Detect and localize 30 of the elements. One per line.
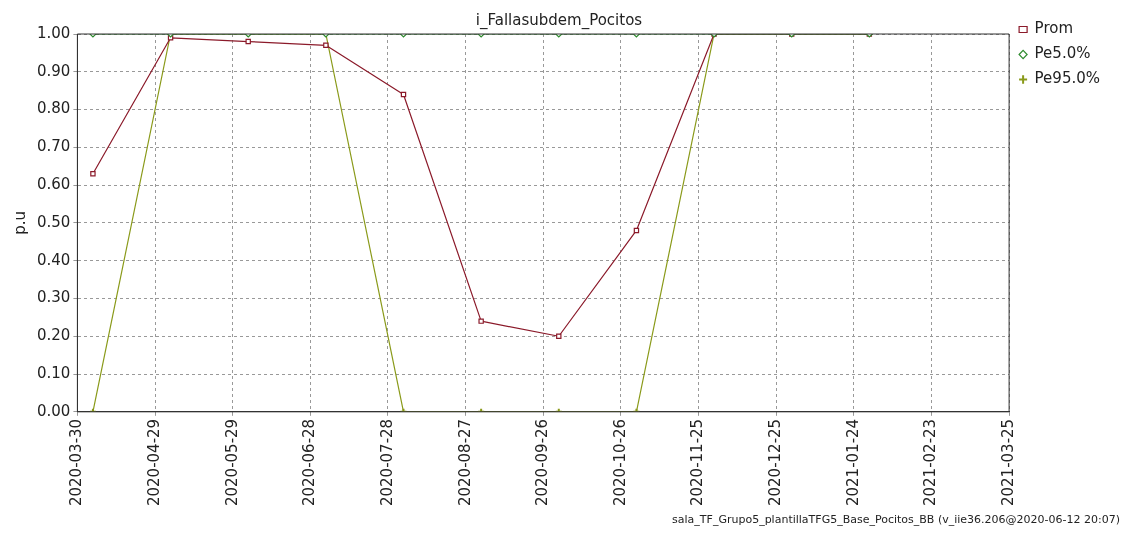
legend-label: Pe5.0%: [1034, 44, 1091, 63]
x-tick-label: 2021-01-24: [843, 418, 862, 507]
y-tick-label: 0.00: [36, 401, 71, 420]
y-tick-label: 0.70: [36, 137, 71, 156]
x-tick-label: 2021-03-25: [999, 418, 1017, 507]
x-tick-label: 2020-10-26: [610, 418, 629, 507]
y-tick-label: 0.60: [36, 175, 71, 194]
y-tick-label: 0.20: [36, 326, 71, 345]
x-tick-label: 2020-07-28: [377, 418, 396, 507]
chart-title: i_Fallasubdem_Pocitos: [475, 10, 643, 30]
legend-label: Pe95.0%: [1034, 69, 1100, 88]
x-tick-label: 2021-02-23: [921, 418, 940, 507]
y-tick-label: 0.80: [36, 99, 71, 118]
y-tick-label: 0.90: [36, 61, 71, 80]
x-tick-label: 2020-06-28: [300, 418, 319, 507]
y-axis-title: p.u: [10, 211, 29, 235]
legend-label: Prom: [1034, 19, 1074, 38]
y-tick-label: 1.00: [36, 23, 71, 42]
x-tick-label: 2020-05-29: [222, 418, 241, 507]
y-tick-label: 0.10: [36, 363, 71, 382]
y-tick-label: 0.50: [36, 212, 71, 231]
text: sala_TF_Grupo5_plantillaTFG5_Base_Pocitos_BB (v_iie36.206@2020-06-12 20:07): [672, 513, 1120, 526]
x-tick-label: 2020-09-26: [533, 418, 552, 507]
x-tick-label: 2020-11-25: [688, 418, 707, 507]
x-tick-label: 2020-12-25: [766, 418, 785, 507]
x-tick-label: 2020-08-27: [455, 418, 474, 507]
y-tick-label: 0.40: [36, 250, 71, 269]
x-tick-label: 2020-03-30: [67, 418, 86, 507]
y-tick-label: 0.30: [36, 288, 71, 307]
x-tick-label: 2020-04-29: [144, 418, 163, 507]
